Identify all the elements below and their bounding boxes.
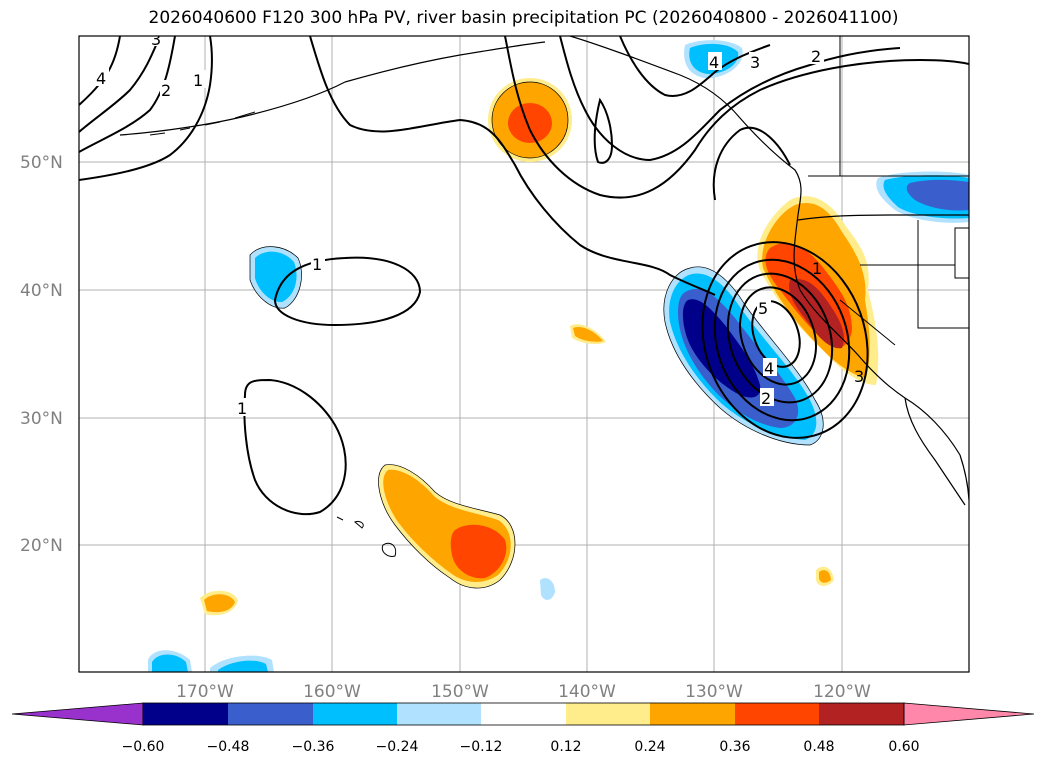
- pv-contour-1-coast: [712, 126, 791, 201]
- colorbar-tick-0: −0.60: [122, 739, 165, 755]
- contour-label-pv-3-coast: 3: [854, 367, 864, 386]
- colorbar-extend-high: [903, 702, 1035, 726]
- pv-contour-tongue: [593, 97, 614, 164]
- colorbar-swatch-3: [313, 703, 397, 725]
- pv-contour-2-north: [504, 36, 969, 199]
- colorbar-swatch-5: [481, 703, 566, 725]
- colorbar-tick-4: −0.12: [460, 739, 503, 755]
- contour-label-pv-3-nw: 3: [151, 30, 161, 49]
- colorbar-tick-1: −0.48: [207, 739, 250, 755]
- colorbar-frame: [142, 702, 905, 726]
- pv-contour-1-central: [309, 36, 716, 296]
- contour-label-pv-2-nw: 2: [161, 81, 171, 100]
- lon-label-160w: 160°W: [303, 682, 361, 702]
- anomaly-fill-gulf-alaska-positive: [488, 78, 572, 162]
- lon-label-130w: 130°W: [685, 682, 743, 702]
- latitude-labels: 50°N 40°N 30°N 20°N: [20, 153, 63, 556]
- colorbar-swatch-6: [566, 703, 650, 725]
- colorbar-swatch-8: [735, 703, 819, 725]
- contour-label-pv-4-low: 4: [764, 359, 774, 378]
- colorbar-swatch-7: [650, 703, 735, 725]
- pv-contour-3-nw: [79, 36, 161, 133]
- pv-contour-1-south: [243, 378, 347, 516]
- contour-label-pv-5-low: 5: [758, 299, 768, 318]
- anomaly-fill-small-features: [148, 40, 969, 672]
- contour-label-pv-1-nw: 1: [193, 71, 203, 90]
- anomaly-fill-hawaii-positive: [378, 464, 515, 589]
- map-title: 2026040600 F120 300 hPa PV, river basin …: [148, 8, 899, 28]
- contour-label-group: 1 1 2 1 3 4 4 3 2 5 4 2 1 3: [95, 30, 864, 418]
- borders: [808, 36, 969, 346]
- anomaly-outlines: [249, 81, 824, 589]
- colorbar: −0.60 −0.48 −0.36 −0.24 −0.12 0.12 0.24 …: [11, 702, 1035, 755]
- contour-label-pv-1-central: 1: [312, 255, 322, 274]
- gridlines: [79, 36, 969, 672]
- contour-label-pv-1-coast: 1: [812, 259, 822, 278]
- contour-label-pv-4-nw: 4: [96, 69, 106, 88]
- lon-label-170w: 170°W: [176, 682, 234, 702]
- colorbar-swatch-9: [819, 703, 904, 725]
- colorbar-tick-9: 0.60: [888, 739, 919, 755]
- colorbar-tick-8: 0.48: [803, 739, 834, 755]
- contour-label-pv-3-alaska: 3: [750, 53, 760, 72]
- contour-label-pv-1-south: 1: [237, 399, 247, 418]
- colorbar-tick-6: 0.24: [634, 739, 665, 755]
- lat-label-30n: 30°N: [20, 409, 63, 429]
- lon-label-120w: 120°W: [813, 682, 871, 702]
- contour-label-pv-2-low: 2: [761, 389, 771, 408]
- lon-label-150w: 150°W: [431, 682, 489, 702]
- lat-label-40n: 40°N: [20, 281, 63, 301]
- plot-frame: [78, 35, 970, 673]
- colorbar-tick-2: −0.36: [292, 739, 335, 755]
- colorbar-tick-5: 0.12: [550, 739, 581, 755]
- islands: [149, 111, 397, 557]
- colorbar-tick-7: 0.36: [719, 739, 750, 755]
- lat-label-50n: 50°N: [20, 153, 63, 173]
- contour-label-pv-4-alaska: 4: [709, 53, 719, 72]
- lon-label-140w: 140°W: [558, 682, 616, 702]
- pv-contour-4-north: [619, 36, 771, 97]
- coastlines: [119, 36, 969, 506]
- contour-label-pv-2-alaska: 2: [811, 47, 821, 66]
- pv-contour-1-nw: [79, 36, 213, 181]
- colorbar-extend-low: [11, 702, 144, 726]
- lat-label-20n: 20°N: [20, 536, 63, 556]
- pv-contour-2-nw: [79, 36, 176, 153]
- longitude-labels: 170°W 160°W 150°W 140°W 130°W 120°W: [176, 682, 871, 702]
- colorbar-swatch-4: [397, 703, 481, 725]
- colorbar-swatch-1: [143, 703, 228, 725]
- colorbar-swatch-2: [228, 703, 313, 725]
- colorbar-tick-3: −0.24: [376, 739, 419, 755]
